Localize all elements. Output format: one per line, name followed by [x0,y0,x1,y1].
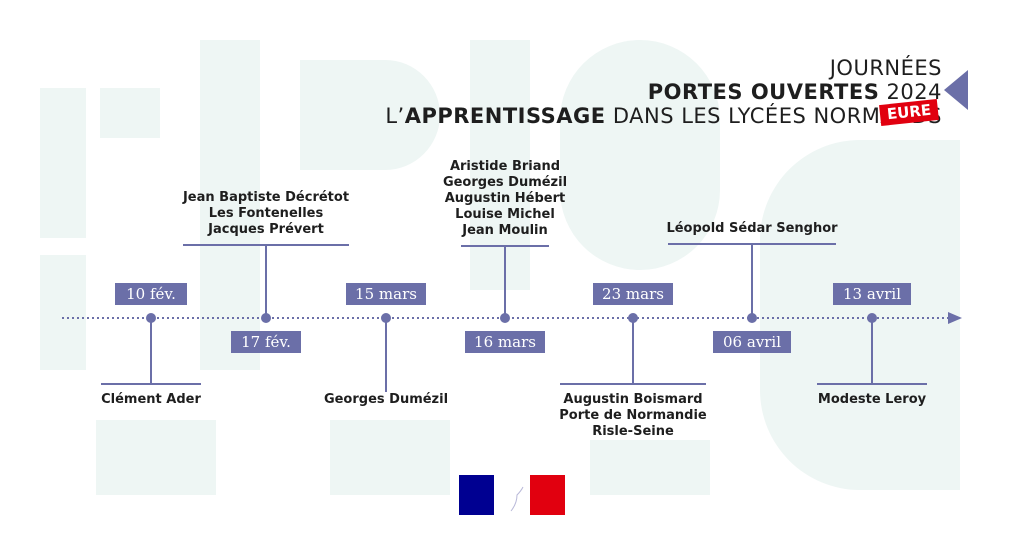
site-name: Georges Dumézil [323,392,449,407]
timeline-node [747,313,757,323]
marianne-logo [459,475,565,515]
site-name: Léopold Sédar Senghor [666,221,838,236]
event-connector [265,244,267,318]
event-bar [183,244,349,246]
site-name: Porte de Normandie [559,408,707,423]
event-sites: Léopold Sédar Senghor [642,221,862,237]
event-sites: Aristide Briand Georges Dumézil Augustin H… [395,159,615,239]
chevron-cut [968,60,982,120]
site-name: Aristide Briand [449,159,561,174]
timeline-node [261,313,271,323]
title-prefix: L’ [385,104,405,128]
title-line-journees: JOURNÉES [829,56,942,80]
title-line-portes-ouvertes: PORTES OUVERTES 2024 [385,80,942,104]
site-name: Modeste Leroy [817,392,927,407]
event-bar [668,243,836,245]
site-name: Louise Michel [455,207,555,222]
site-name: Jean Moulin [462,223,548,238]
event-connector [751,243,753,318]
event-connector [385,318,387,392]
event-date: 23 mars [593,283,673,305]
site-name: Clément Ader [101,392,201,407]
event-connector [150,318,152,383]
site-name: Georges Dumézil [442,175,568,190]
site-name: Risle-Seine [592,424,674,439]
site-name: Augustin Boismard [563,392,703,407]
event-date: 13 avril [833,283,911,305]
event-date: 10 fév. [115,283,187,305]
flag-blue [459,475,494,515]
event-connector [632,318,634,383]
site-name: Jean Baptiste Décrétot [182,190,350,205]
event-connector [871,318,873,383]
event-sites: Modeste Leroy [762,392,982,408]
site-name: Les Fontenelles [208,206,324,221]
event-date: 16 mars [465,331,545,353]
title-portes-ouvertes: PORTES OUVERTES [647,80,880,104]
timeline-node [500,313,510,323]
event-sites: Clément Ader [41,392,261,408]
event-date: 15 mars [346,283,426,305]
event-bar [817,383,927,385]
site-name: Jacques Prévert [208,222,324,237]
event-bar [101,383,201,385]
event-sites: Jean Baptiste Décrétot Les Fontenelles Jac… [156,190,376,238]
event-bar [560,383,706,385]
marianne-profile-icon [494,485,525,512]
event-bar [461,245,549,247]
timeline-arrow-icon [948,312,962,324]
event-connector [504,245,506,318]
event-date: 06 avril [713,331,791,353]
event-sites: Augustin Boismard Porte de Normandie Risle… [523,392,743,440]
site-name: Augustin Hébert [444,191,566,206]
flag-red [530,475,565,515]
event-date: 17 fév. [231,331,301,353]
title-apprentissage: APPRENTISSAGE [404,104,606,128]
event-sites: Georges Dumézil [276,392,496,408]
